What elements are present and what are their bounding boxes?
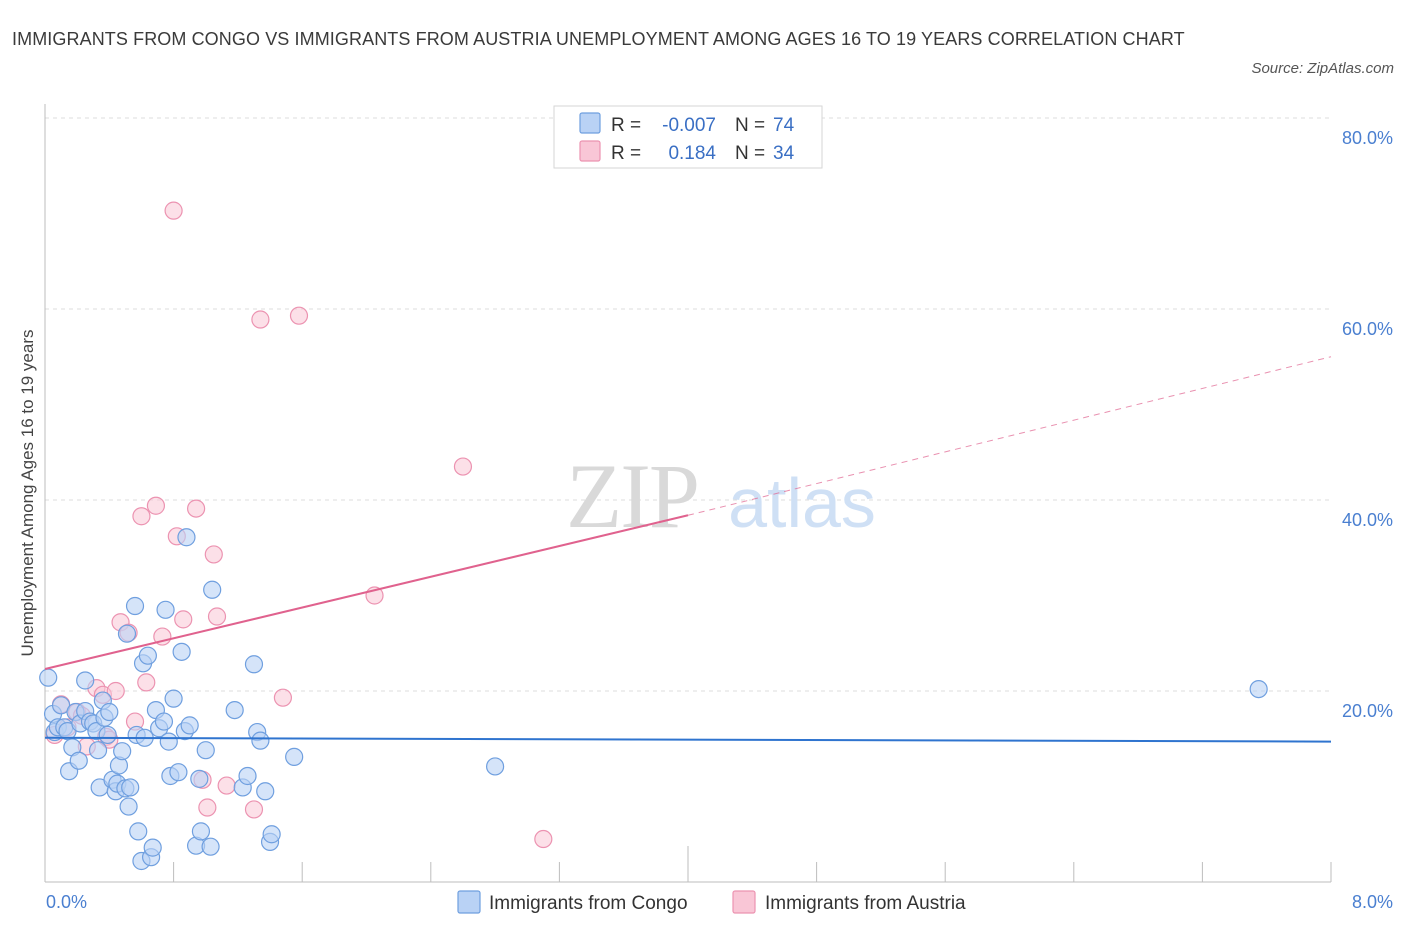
stats-austria-swatch bbox=[579, 140, 601, 162]
austria-point-25 bbox=[244, 800, 264, 819]
congo-point-17 bbox=[88, 741, 108, 760]
congo-point-13 bbox=[76, 671, 95, 690]
austria-trend-extension bbox=[687, 356, 1332, 516]
congo-point-47 bbox=[164, 689, 183, 708]
y-axis-label: Unemployment Among Ages 16 to 19 years bbox=[18, 330, 37, 657]
austria-point-16 bbox=[164, 201, 183, 220]
congo-point-57 bbox=[201, 837, 220, 856]
stats-congo-r-label: R = bbox=[611, 115, 641, 136]
legend-congo-label: Immigrants from Congo bbox=[489, 893, 688, 914]
congo-point-32 bbox=[125, 596, 145, 616]
stats-austria-n-value: 34 bbox=[773, 143, 795, 164]
congo-point-61 bbox=[238, 766, 257, 786]
congo-point-40 bbox=[143, 838, 162, 857]
watermark-zip: ZIP bbox=[566, 445, 698, 547]
austria-point-26 bbox=[251, 310, 270, 329]
watermark-atlas: atlas bbox=[728, 464, 876, 542]
austria-point-23 bbox=[207, 607, 227, 626]
legend-austria-swatch bbox=[732, 890, 756, 914]
congo-point-21 bbox=[98, 725, 117, 745]
austria-point-14 bbox=[146, 496, 166, 515]
austria-point-13 bbox=[137, 673, 156, 692]
stats-congo-n-value: 74 bbox=[773, 115, 795, 136]
congo-points bbox=[39, 528, 1268, 871]
congo-point-68 bbox=[285, 747, 304, 766]
congo-point-45 bbox=[159, 732, 178, 751]
axes bbox=[44, 104, 1332, 883]
y-tick-label-2: 60.0% bbox=[1342, 319, 1393, 339]
congo-point-34 bbox=[129, 822, 148, 841]
stats-austria-n-label: N = bbox=[735, 143, 765, 164]
congo-point-55 bbox=[191, 822, 211, 841]
congo-point-56 bbox=[196, 741, 215, 760]
congo-point-52 bbox=[180, 716, 199, 735]
austria-point-19 bbox=[187, 499, 206, 518]
congo-point-22 bbox=[100, 702, 119, 722]
congo-point-54 bbox=[190, 769, 209, 788]
y-tick-labels: 20.0% 40.0% 60.0% 80.0% bbox=[1342, 128, 1393, 721]
austria-trend-line bbox=[44, 514, 689, 671]
x-tick-labels: 0.0% 8.0% bbox=[46, 892, 1393, 912]
congo-point-29 bbox=[117, 624, 137, 643]
congo-point-48 bbox=[169, 763, 188, 782]
austria-point-27 bbox=[273, 688, 293, 707]
stats-box: R = -0.007 N = 74 R = 0.184 N = 34 bbox=[553, 105, 823, 169]
legend: Immigrants from Congo Immigrants from Au… bbox=[457, 890, 966, 914]
austria-point-21 bbox=[198, 798, 217, 817]
congo-point-64 bbox=[251, 731, 270, 750]
chart-title: IMMIGRANTS FROM CONGO VS IMMIGRANTS FROM… bbox=[12, 29, 1185, 49]
legend-congo-swatch bbox=[457, 890, 481, 914]
congo-point-30 bbox=[119, 797, 138, 816]
congo-point-59 bbox=[225, 700, 244, 720]
stats-congo-n-label: N = bbox=[735, 115, 765, 136]
austria-point-28 bbox=[289, 306, 309, 325]
watermark: ZIP atlas bbox=[566, 445, 876, 547]
congo-trend-line bbox=[44, 736, 1332, 743]
source-label: Source: ZipAtlas.com bbox=[1251, 60, 1394, 77]
congo-point-62 bbox=[244, 655, 264, 674]
stats-congo-swatch bbox=[579, 112, 601, 134]
austria-point-12 bbox=[132, 507, 151, 526]
congo-point-67 bbox=[262, 825, 281, 844]
x-tick-label-1: 8.0% bbox=[1352, 892, 1393, 912]
trend-lines bbox=[44, 356, 1332, 743]
y-tick-label-3: 80.0% bbox=[1342, 128, 1393, 148]
congo-point-69 bbox=[486, 757, 505, 776]
congo-point-44 bbox=[156, 600, 175, 619]
austria-point-22 bbox=[204, 545, 223, 564]
congo-point-10 bbox=[69, 751, 88, 770]
austria-point-31 bbox=[534, 829, 553, 849]
austria-point-30 bbox=[453, 457, 473, 476]
stats-austria-r-value: 0.184 bbox=[668, 143, 716, 164]
congo-point-27 bbox=[113, 742, 132, 761]
congo-point-0 bbox=[39, 668, 58, 687]
y-tick-label-0: 20.0% bbox=[1342, 701, 1393, 721]
congo-point-38 bbox=[138, 646, 157, 665]
y-tick-label-1: 40.0% bbox=[1342, 510, 1393, 530]
stats-congo-r-value: -0.007 bbox=[662, 115, 716, 136]
congo-point-51 bbox=[177, 528, 196, 547]
congo-point-43 bbox=[154, 712, 174, 731]
austria-point-8 bbox=[106, 681, 125, 701]
legend-austria-label: Immigrants from Austria bbox=[765, 893, 966, 914]
congo-point-31 bbox=[121, 778, 140, 797]
x-tick-label-0: 0.0% bbox=[46, 892, 87, 912]
austria-point-24 bbox=[217, 776, 236, 795]
congo-point-70 bbox=[1249, 679, 1268, 699]
congo-point-65 bbox=[256, 782, 275, 801]
stats-austria-r-label: R = bbox=[611, 143, 641, 164]
congo-point-58 bbox=[203, 580, 222, 599]
congo-point-49 bbox=[172, 642, 191, 661]
austria-point-18 bbox=[174, 610, 193, 629]
